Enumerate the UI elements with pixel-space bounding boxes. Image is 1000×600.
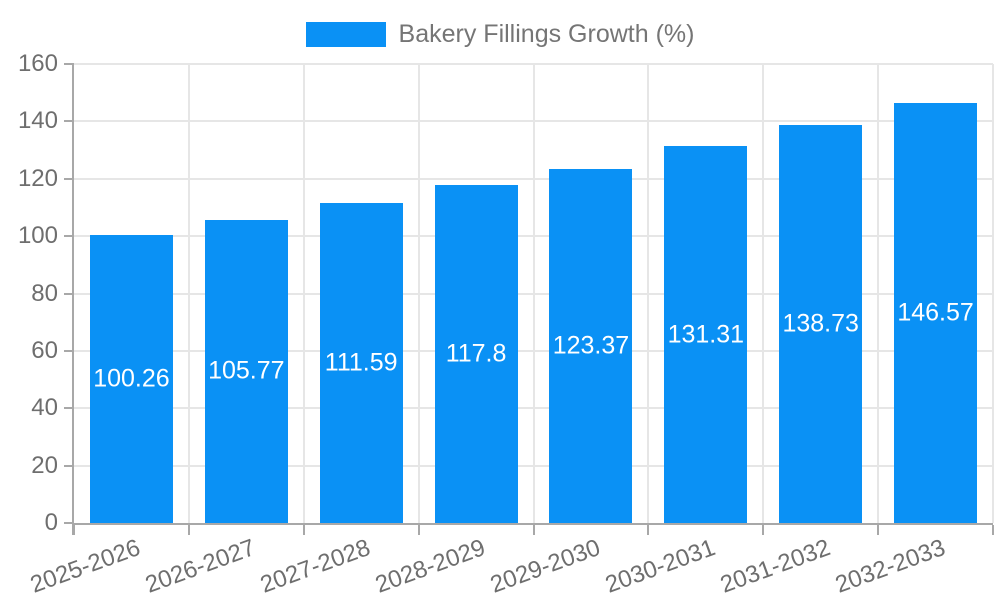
x-tick-mark xyxy=(302,525,305,535)
y-tick-label: 20 xyxy=(31,451,58,479)
x-tick-mark xyxy=(187,525,190,535)
bar: 117.8 xyxy=(434,185,518,523)
y-tick-mark xyxy=(64,177,74,180)
x-tick-mark xyxy=(877,525,880,535)
y-tick-mark xyxy=(64,292,74,295)
y-tick-mark xyxy=(64,407,74,410)
bar: 105.77 xyxy=(204,219,288,523)
x-axis-line xyxy=(74,523,993,525)
x-tick-mark xyxy=(992,525,994,535)
v-gridline xyxy=(877,64,880,523)
bar-value-label: 146.57 xyxy=(897,298,974,327)
y-tick-label: 60 xyxy=(31,336,58,364)
legend-item[interactable]: Bakery Fillings Growth (%) xyxy=(305,20,695,49)
v-gridline xyxy=(992,64,994,523)
x-tick-mark xyxy=(532,525,535,535)
x-tick-mark xyxy=(417,525,420,535)
v-gridline xyxy=(302,64,305,523)
v-gridline xyxy=(417,64,420,523)
y-axis-line xyxy=(72,64,74,535)
x-tick-mark xyxy=(647,525,650,535)
y-tick-mark xyxy=(64,522,74,524)
x-tick-mark xyxy=(762,525,765,535)
bar: 131.31 xyxy=(664,146,748,523)
bar: 100.26 xyxy=(89,235,173,523)
y-tick-label: 100 xyxy=(17,222,58,250)
x-tick-mark xyxy=(73,525,75,535)
bar-value-label: 123.37 xyxy=(552,331,630,360)
plot-area: 100.26 105.77 111.59 117.8 123.37 131.31 138.7… xyxy=(74,63,994,523)
bar: 138.73 xyxy=(779,125,863,523)
v-gridline xyxy=(762,64,765,523)
bar-value-label: 117.8 xyxy=(445,339,507,368)
y-tick-mark xyxy=(64,63,74,65)
v-gridline xyxy=(532,64,535,523)
legend: Bakery Fillings Growth (%) xyxy=(0,20,1000,49)
y-tick-label: 120 xyxy=(17,164,58,192)
bar: 111.59 xyxy=(319,202,403,523)
bar-value-label: 138.73 xyxy=(782,309,859,338)
bar-value-label: 111.59 xyxy=(324,348,398,377)
bar: 123.37 xyxy=(549,169,633,523)
y-tick-label: 0 xyxy=(44,509,58,536)
y-tick-label: 40 xyxy=(31,394,58,422)
bar-value-label: 105.77 xyxy=(208,356,285,385)
y-tick-label: 140 xyxy=(17,107,58,135)
bar: 146.57 xyxy=(894,102,978,523)
bar-value-label: 100.26 xyxy=(93,364,170,393)
y-tick-mark xyxy=(64,120,74,123)
y-tick-mark xyxy=(64,235,74,238)
v-gridline xyxy=(187,64,190,523)
y-tick-label: 160 xyxy=(17,50,58,77)
y-tick-label: 80 xyxy=(31,279,58,307)
y-tick-mark xyxy=(64,464,74,467)
y-tick-mark xyxy=(64,349,74,352)
legend-swatch xyxy=(305,22,386,47)
bar-value-label: 131.31 xyxy=(667,320,745,349)
legend-label: Bakery Fillings Growth (%) xyxy=(398,20,695,48)
v-gridline xyxy=(647,64,650,523)
